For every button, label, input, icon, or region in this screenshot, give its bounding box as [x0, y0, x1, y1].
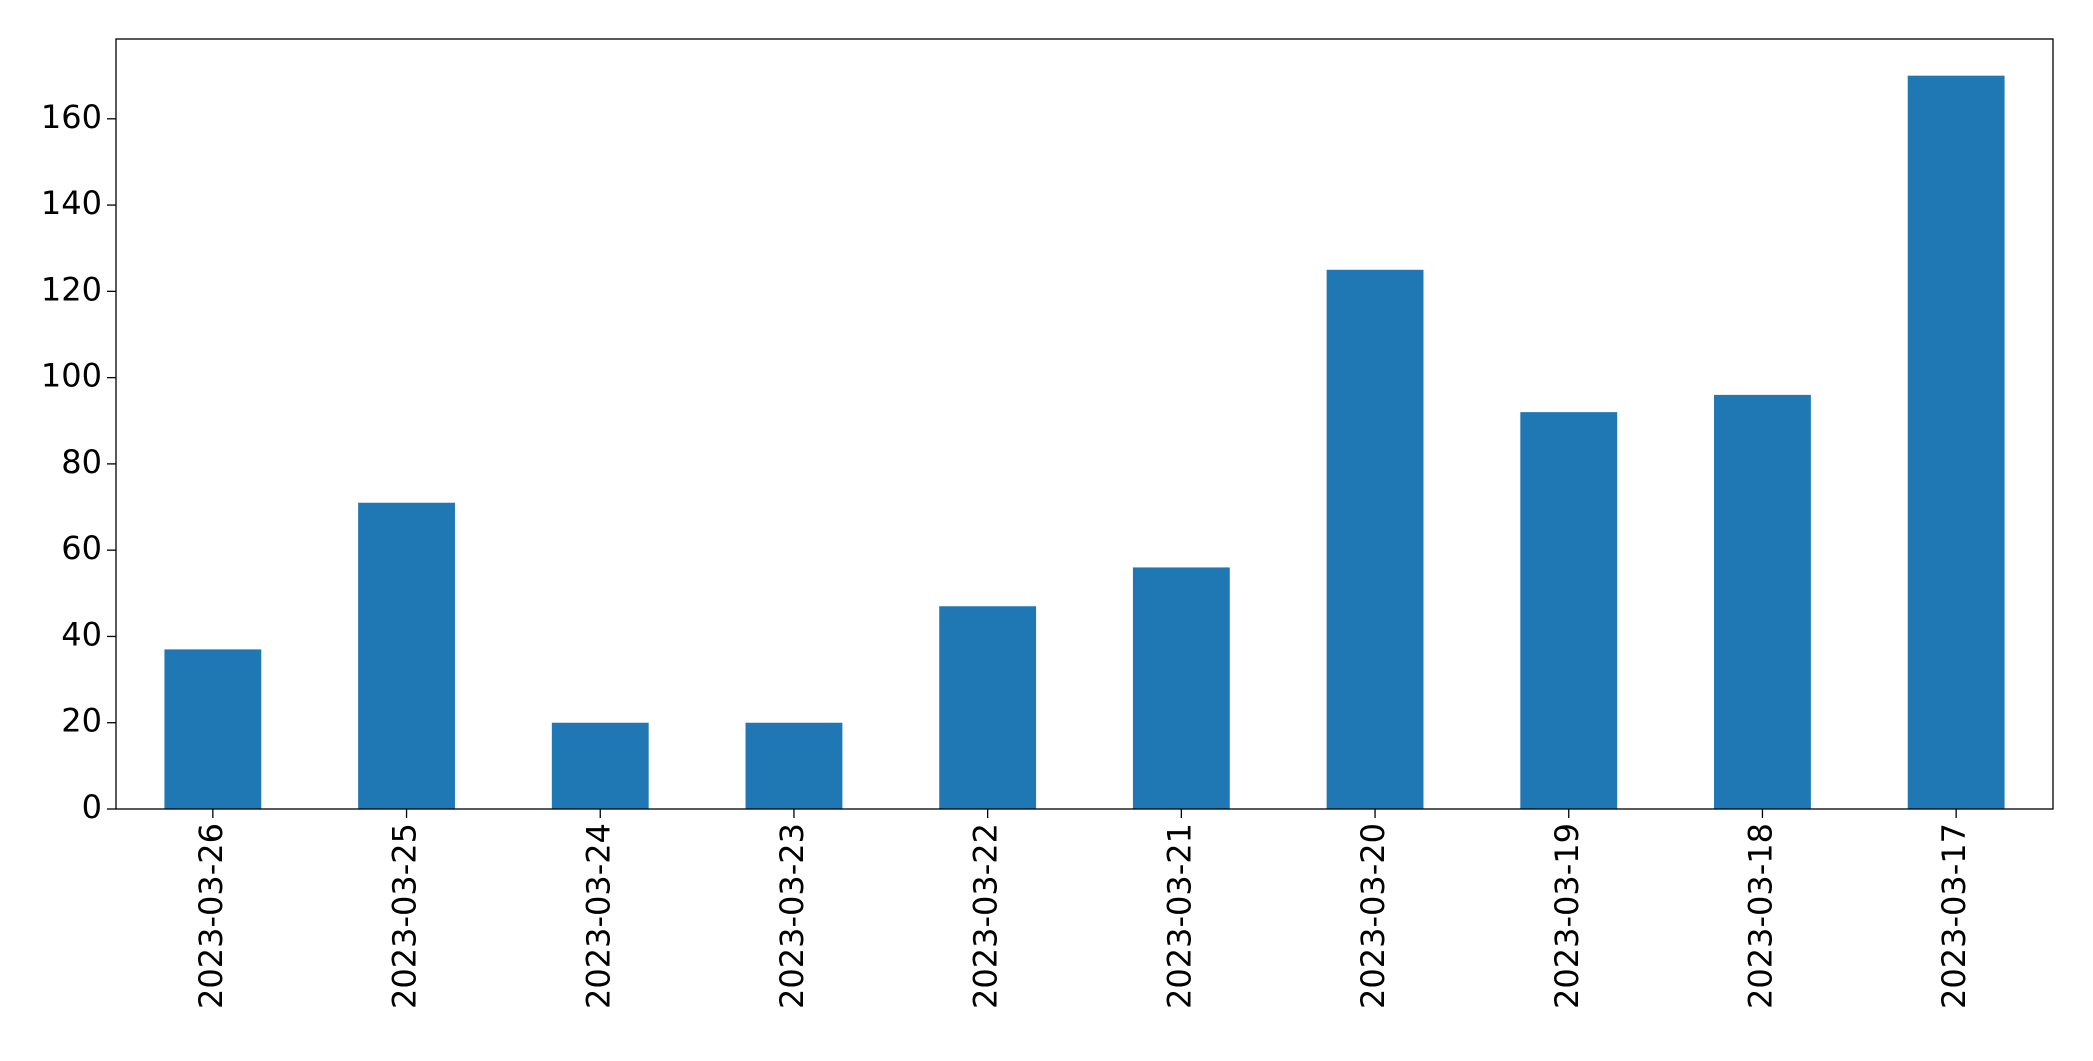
bar: [358, 502, 455, 809]
bar: [1520, 412, 1618, 809]
plot-frame: [115, 38, 2054, 810]
x-tick-label: 2023-03-22: [967, 823, 1005, 1009]
bar: [551, 722, 649, 809]
bar: [1326, 269, 1424, 809]
x-tick-label: 2023-03-18: [1741, 823, 1779, 1009]
y-tick-label: 20: [61, 702, 102, 740]
x-tick-label: 2023-03-17: [1935, 823, 1973, 1009]
y-tick-label: 120: [41, 270, 102, 308]
bar: [1907, 75, 2005, 809]
x-tick-label: 2023-03-19: [1548, 823, 1586, 1009]
bar: [745, 722, 843, 809]
y-tick-label: 60: [61, 529, 102, 567]
y-tick-label: 140: [41, 184, 102, 222]
y-tick-label: 160: [41, 98, 102, 136]
bar: [1714, 394, 1811, 809]
x-tick-label: 2023-03-20: [1354, 823, 1392, 1009]
x-tick-label: 2023-03-24: [579, 823, 617, 1009]
bar: [164, 649, 262, 809]
y-tick-label: 40: [61, 615, 102, 653]
y-tick-label: 80: [61, 443, 102, 481]
x-tick-label: 2023-03-26: [192, 823, 230, 1009]
x-tick-label: 2023-03-25: [386, 823, 424, 1009]
x-tick-label: 2023-03-23: [773, 823, 811, 1009]
x-tick-label: 2023-03-21: [1160, 823, 1198, 1009]
bar: [939, 606, 1037, 809]
y-tick-label: 0: [82, 788, 102, 826]
y-tick-label: 100: [41, 357, 102, 395]
bar: [1132, 567, 1230, 809]
